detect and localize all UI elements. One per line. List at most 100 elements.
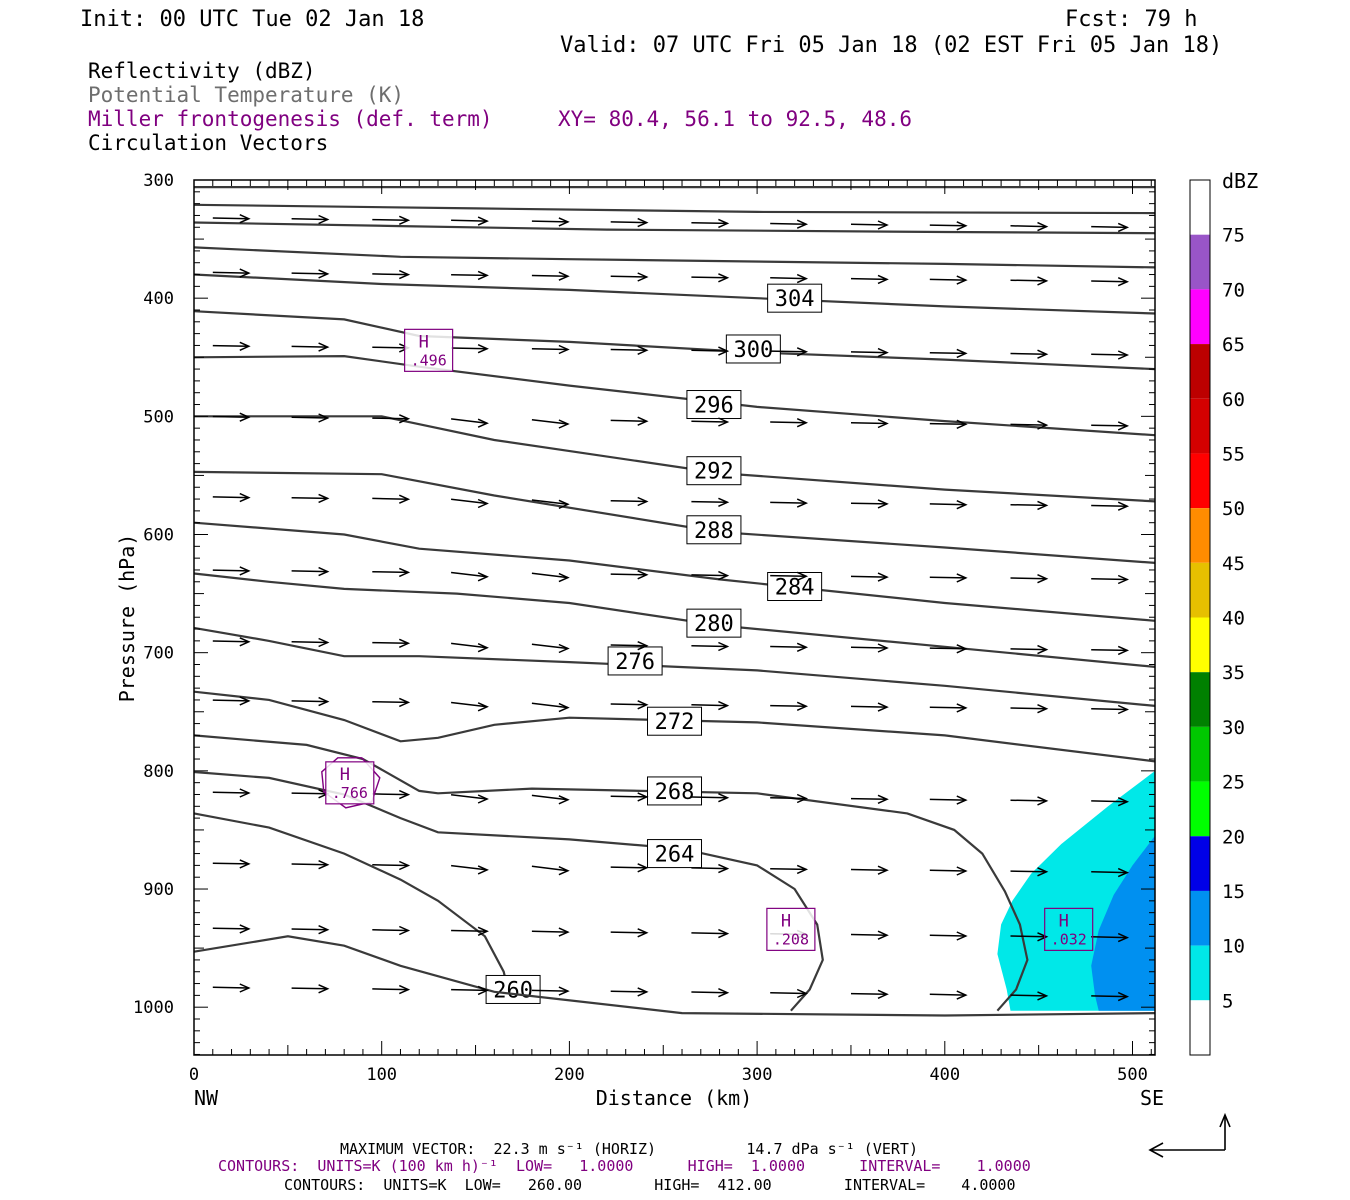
field-label-vectors: Circulation Vectors	[88, 131, 328, 155]
forecast-hour-text: Fcst: 79 h	[1065, 7, 1197, 32]
colorbar-level-label: 60	[1222, 389, 1245, 411]
vector-shaft	[929, 993, 966, 996]
theta-label-box	[647, 776, 703, 806]
theta-contour-line	[193, 203, 1156, 215]
y-tick-label: 700	[143, 644, 174, 664]
circulation-vector	[691, 988, 730, 998]
y-tick-label: 600	[143, 526, 174, 546]
circulation-vector	[291, 493, 330, 504]
vector-head	[558, 499, 570, 509]
circulation-vector	[212, 412, 251, 422]
vector-shaft	[291, 416, 328, 419]
vector-head	[318, 637, 330, 648]
vector-shaft	[451, 571, 488, 578]
x-tick-label: 200	[554, 1065, 585, 1085]
y-tick-label: 500	[143, 407, 174, 427]
frontogenesis-max-value: .208	[773, 930, 809, 948]
vector-shaft	[1010, 799, 1047, 802]
vector-shaft	[850, 223, 888, 226]
theta-label-box	[725, 334, 781, 364]
frontogenesis-max-box	[404, 328, 454, 372]
vector-shaft	[1010, 870, 1047, 873]
vector-shaft	[610, 500, 647, 503]
circulation-vector	[531, 418, 570, 429]
vector-shaft	[770, 645, 807, 649]
vector-head	[239, 696, 251, 706]
circulation-vector	[291, 413, 330, 423]
vector-shaft	[1010, 577, 1047, 580]
circulation-vector	[770, 571, 809, 581]
x-tick-label: 0	[189, 1065, 199, 1085]
theta-contour-line	[193, 572, 1156, 668]
vector-shaft	[372, 497, 409, 500]
vector-shaft	[850, 933, 888, 936]
colorbar-level-label: 30	[1222, 717, 1245, 739]
vector-head	[239, 788, 251, 798]
circulation-vector	[610, 345, 649, 355]
vector-shaft	[691, 574, 728, 577]
vector-head	[1117, 645, 1130, 656]
vector-head	[477, 985, 489, 996]
colorbar-level-label: 20	[1222, 826, 1245, 848]
vector-head	[477, 344, 489, 354]
theta-contour-line	[193, 470, 1156, 564]
vector-head	[398, 414, 411, 424]
theta-contour-line	[193, 273, 1156, 315]
circulation-vector	[372, 860, 411, 871]
vector-head	[718, 793, 730, 803]
vector-shaft	[610, 795, 647, 798]
vector-head	[718, 273, 730, 283]
vector-head	[477, 702, 489, 712]
vector-shaft	[850, 646, 888, 649]
colorbar-level-label: 40	[1222, 608, 1245, 630]
field-label-reflectivity: Reflectivity (dBZ)	[88, 59, 316, 83]
theta-label: 284	[775, 576, 815, 601]
y-tick-label: 1000	[133, 998, 174, 1018]
circulation-vector	[212, 983, 251, 993]
vector-shaft	[1010, 935, 1047, 938]
valid-time-text: Valid: 07 UTC Fri 05 Jan 18 (02 EST Fri …	[560, 33, 1222, 58]
circulation-vector	[1010, 644, 1049, 655]
vector-shaft	[610, 931, 647, 934]
vector-head	[477, 216, 489, 226]
vector-head	[318, 566, 330, 577]
vector-head	[718, 497, 730, 507]
vector-shaft	[212, 496, 249, 499]
vector-head	[637, 700, 649, 710]
circulation-vector	[770, 347, 809, 357]
circulation-vector	[610, 272, 649, 282]
circulation-vector	[691, 218, 730, 229]
vector-head	[1117, 574, 1130, 585]
vector-head	[239, 924, 251, 934]
vector-shaft	[212, 640, 249, 643]
colorbar-level-label: 15	[1222, 881, 1245, 903]
colorbar-bin	[1190, 617, 1210, 673]
circulation-vector	[531, 271, 570, 281]
frontogenesis-max-value: .032	[1051, 930, 1087, 948]
vector-head	[956, 795, 968, 805]
theta-label: 288	[694, 519, 734, 544]
vector-head	[239, 492, 251, 503]
vector-shaft	[770, 797, 807, 800]
y-tick-label: 800	[143, 762, 174, 782]
circulation-vector	[372, 638, 411, 648]
theta-label-box	[485, 974, 541, 1004]
vector-head	[398, 984, 411, 995]
reflectivity-fill-layer	[997, 770, 1155, 1011]
vector-shaft	[372, 700, 409, 704]
circulation-vector	[212, 637, 251, 647]
circulation-vector	[1010, 932, 1049, 942]
vector-shaft	[372, 346, 409, 349]
circulation-vector	[212, 214, 251, 224]
circulation-vector	[770, 498, 809, 508]
vector-head	[558, 702, 570, 713]
vector-head	[1037, 221, 1049, 232]
theta-label-box	[767, 283, 823, 313]
vector-head	[1037, 991, 1049, 1001]
vector-head	[637, 272, 649, 282]
vector-shaft	[1091, 995, 1128, 998]
theta-label-box	[767, 572, 823, 602]
vector-head	[956, 703, 968, 713]
circulation-vector	[531, 865, 570, 876]
circulation-vector	[610, 641, 649, 651]
